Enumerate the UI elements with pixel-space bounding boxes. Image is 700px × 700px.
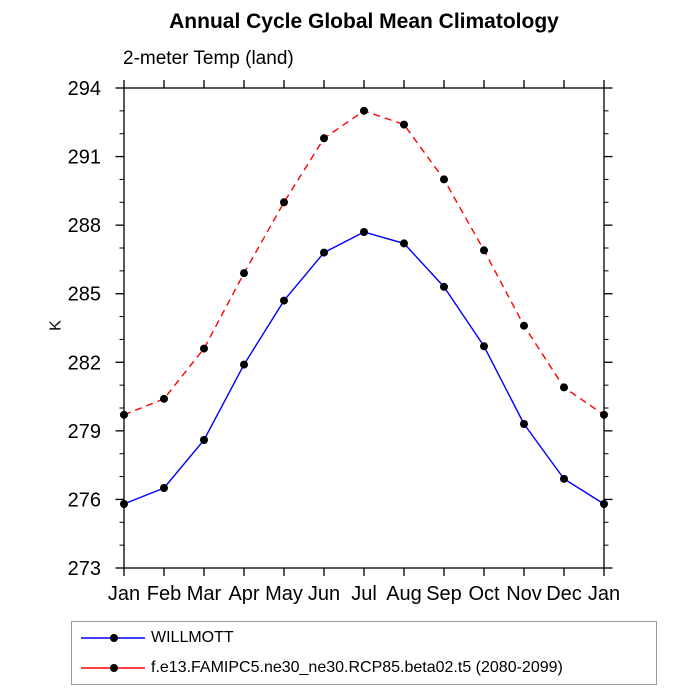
svg-text:279: 279 xyxy=(68,421,101,443)
svg-text:Jan: Jan xyxy=(588,583,620,605)
svg-text:Jul: Jul xyxy=(351,583,377,605)
chart-title: Annual Cycle Global Mean Climatology xyxy=(169,10,559,33)
svg-text:291: 291 xyxy=(68,147,101,169)
svg-text:294: 294 xyxy=(68,78,101,100)
svg-text:Aug: Aug xyxy=(386,583,422,605)
svg-text:285: 285 xyxy=(68,284,101,306)
legend-item-willmott: WILLMOTT xyxy=(72,623,656,652)
svg-text:Nov: Nov xyxy=(506,583,542,605)
svg-text:Feb: Feb xyxy=(147,583,181,605)
legend-box: WILLMOTT f.e13.FAMIPC5.ne30_ne30.RCP85.b… xyxy=(71,621,657,685)
legend-line-dashed-icon xyxy=(81,664,145,673)
svg-text:288: 288 xyxy=(68,215,101,237)
svg-text:Jun: Jun xyxy=(308,583,340,605)
svg-text:May: May xyxy=(265,583,303,605)
legend-item-model: f.e13.FAMIPC5.ne30_ne30.RCP85.beta02.t5 … xyxy=(72,654,656,683)
legend-label-model: f.e13.FAMIPC5.ne30_ne30.RCP85.beta02.t5 … xyxy=(151,659,563,677)
legend-line-solid-icon xyxy=(81,633,145,642)
legend-label-willmott: WILLMOTT xyxy=(151,628,234,646)
svg-text:276: 276 xyxy=(68,489,101,511)
svg-text:Jan: Jan xyxy=(108,583,140,605)
svg-text:273: 273 xyxy=(68,558,101,580)
svg-text:Sep: Sep xyxy=(426,583,462,605)
svg-text:Apr: Apr xyxy=(228,583,259,605)
svg-text:282: 282 xyxy=(68,352,101,374)
svg-text:Oct: Oct xyxy=(468,583,500,605)
svg-text:Mar: Mar xyxy=(187,583,222,605)
svg-text:Dec: Dec xyxy=(546,583,582,605)
chart-subtitle: 2-meter Temp (land) xyxy=(123,48,294,69)
